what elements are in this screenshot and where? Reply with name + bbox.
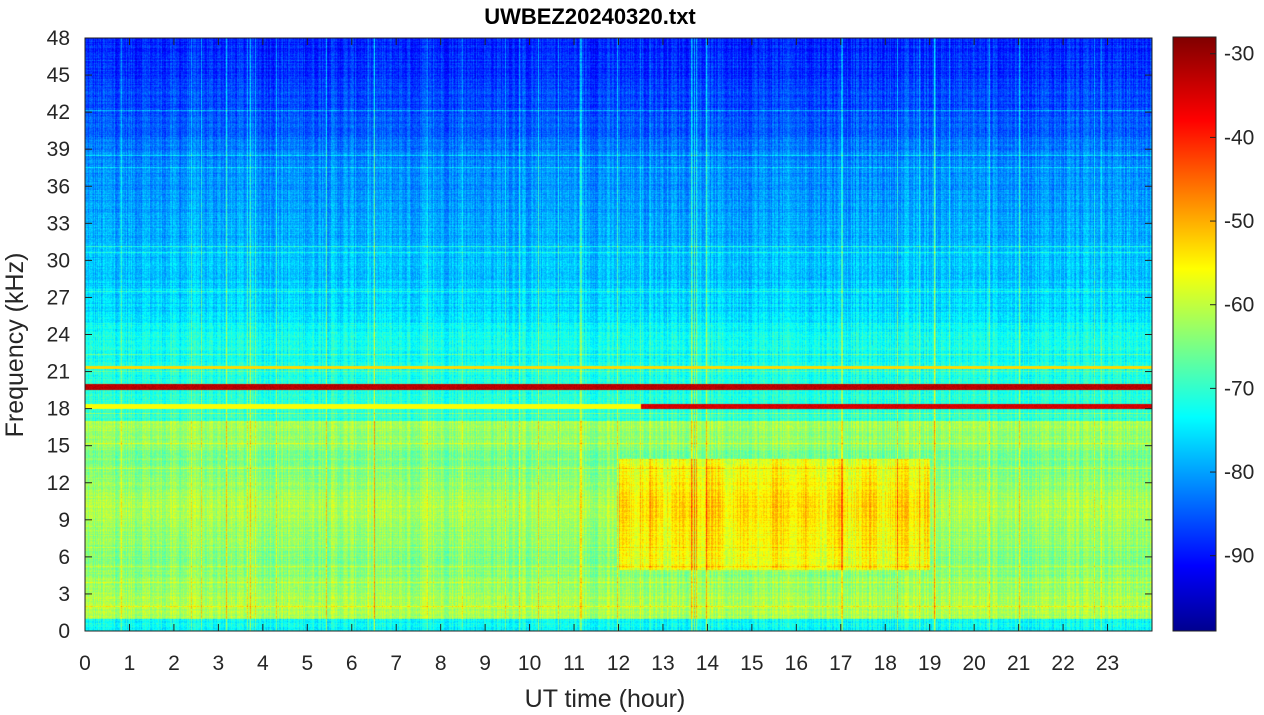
x-tick-label: 8 bbox=[435, 652, 447, 675]
x-tick-label: 22 bbox=[1051, 652, 1074, 675]
y-tick-label: 33 bbox=[47, 212, 70, 235]
x-tick-label: 3 bbox=[213, 652, 225, 675]
colorbar-tick-label: -30 bbox=[1224, 43, 1254, 66]
heatmap-area bbox=[85, 38, 1152, 631]
x-tick-label: 20 bbox=[962, 652, 985, 675]
y-tick-label: 9 bbox=[58, 509, 70, 532]
y-tick-label: 24 bbox=[47, 324, 71, 347]
x-tick-label: 2 bbox=[168, 652, 180, 675]
y-tick-label: 42 bbox=[47, 101, 70, 124]
x-tick-label: 1 bbox=[124, 652, 136, 675]
y-axis-label: Frequency (kHz) bbox=[1, 253, 29, 438]
y-tick-label: 48 bbox=[47, 27, 70, 50]
y-tick-label: 18 bbox=[47, 398, 70, 421]
colorbar-tick-label: -70 bbox=[1224, 377, 1254, 400]
x-tick-label: 23 bbox=[1096, 652, 1119, 675]
x-tick-label: 4 bbox=[257, 652, 269, 675]
y-tick-label: 0 bbox=[58, 620, 70, 643]
colorbar-ticks: -90 -80 -70 -60 -50 -40 -30 bbox=[1210, 43, 1254, 568]
y-tick-label: 39 bbox=[47, 138, 70, 161]
x-tick-label: 11 bbox=[563, 652, 585, 675]
x-tick-label: 15 bbox=[740, 652, 763, 675]
chart-title: UWBEZ20240320.txt bbox=[484, 4, 696, 29]
y-tick-label: 21 bbox=[47, 361, 70, 384]
y-tick-label: 30 bbox=[47, 249, 70, 272]
x-tick-label: 19 bbox=[918, 652, 941, 675]
colorbar-tick-label: -80 bbox=[1224, 461, 1254, 484]
colorbar-tick-label: -60 bbox=[1224, 294, 1254, 317]
x-tick-label: 12 bbox=[607, 652, 630, 675]
heatmap-canvas bbox=[85, 38, 1152, 631]
x-tick-label: 21 bbox=[1007, 652, 1030, 675]
x-tick-label: 6 bbox=[346, 652, 358, 675]
x-tick-label: 17 bbox=[829, 652, 852, 675]
colorbar-tick-label: -40 bbox=[1224, 126, 1254, 149]
y-tick-label: 36 bbox=[47, 175, 70, 198]
y-tick-label: 3 bbox=[58, 583, 70, 606]
y-tick-label: 12 bbox=[47, 472, 70, 495]
colorbar-tick-label: -50 bbox=[1224, 210, 1254, 233]
x-tick-label: 10 bbox=[518, 652, 541, 675]
x-tick-label: 5 bbox=[301, 652, 313, 675]
x-tick-label: 14 bbox=[696, 652, 720, 675]
x-axis-label: UT time (hour) bbox=[525, 685, 686, 713]
y-tick-label: 27 bbox=[47, 286, 70, 309]
x-tick-label: 16 bbox=[785, 652, 808, 675]
colorbar bbox=[1172, 36, 1217, 632]
y-tick-label: 6 bbox=[58, 546, 70, 569]
y-tick-label: 15 bbox=[47, 435, 70, 458]
x-tick-label: 0 bbox=[79, 652, 91, 675]
x-tick-label: 18 bbox=[874, 652, 897, 675]
colorbar-tick-label: -90 bbox=[1224, 545, 1254, 568]
x-axis-ticks: 0 1 2 3 4 5 6 7 8 9 10 11 12 13 14 15 16 17 18 19 20 21 22 23 bbox=[79, 38, 1119, 675]
x-tick-label: 13 bbox=[651, 652, 674, 675]
x-tick-label: 7 bbox=[390, 652, 402, 675]
x-tick-label: 9 bbox=[479, 652, 491, 675]
y-tick-label: 45 bbox=[47, 64, 70, 87]
